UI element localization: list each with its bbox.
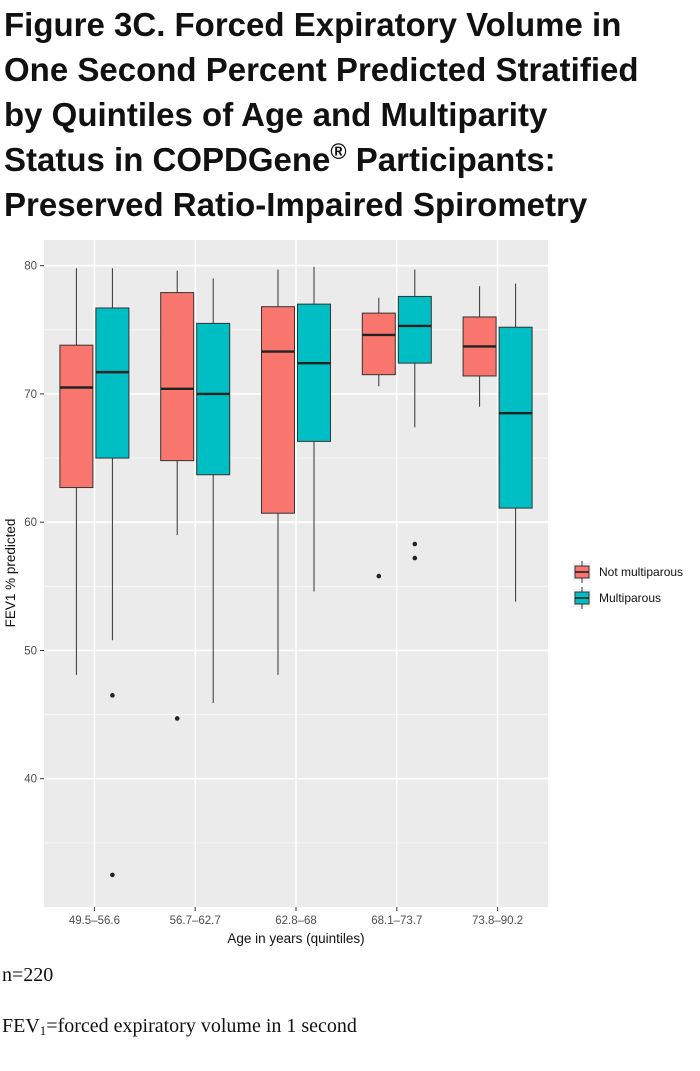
box-multiparous <box>498 283 533 602</box>
box-body <box>397 295 432 364</box>
legend-key-multiparous <box>573 587 591 609</box>
outlier-point <box>412 555 418 561</box>
registered-mark: ® <box>330 139 347 164</box>
box-multiparous <box>297 266 331 592</box>
y-axis-label: FEV1 % predicted <box>3 519 18 628</box>
outlier-point <box>174 716 180 721</box>
x-axis: 49.5–56.6 56.7–62.7 62.8–68 68.1–73.7 73.8–9… <box>69 907 523 927</box>
box-multiparous <box>95 268 130 878</box>
x-tick-label: 56.7–62.7 <box>170 915 221 927</box>
outlier-point <box>110 872 115 878</box>
box-body <box>261 306 295 514</box>
abbr-definition: =forced expiratory volume in 1 second <box>46 1015 357 1037</box>
box-body <box>498 326 533 509</box>
box-not-multiparous <box>462 286 497 407</box>
y-tick-label: 50 <box>24 645 37 657</box>
box-not-multiparous <box>160 270 195 721</box>
box-body <box>160 292 195 462</box>
outlier-point <box>376 573 382 579</box>
legend-label: Multiparous <box>599 591 661 605</box>
title-line-4-tail: Participants: <box>346 141 556 178</box>
abbreviation-note: FEV1=forced expiratory volume in 1 secon… <box>2 1015 357 1039</box>
boxes <box>59 266 533 878</box>
y-tick-label: 60 <box>24 517 37 529</box>
y-tick-label: 70 <box>24 389 37 401</box>
box-not-multiparous <box>261 269 295 675</box>
outlier-point <box>110 693 115 698</box>
title-line-1: Figure 3C. Forced Expiratory Volume in <box>4 6 622 43</box>
box-body <box>95 307 130 459</box>
box-not-multiparous <box>361 297 396 579</box>
title-line-4-text: Status in COPDGene <box>4 141 331 178</box>
box-multiparous <box>397 269 432 561</box>
title-line-4: Status in COPDGene® Participants: <box>4 137 696 182</box>
y-tick-label: 80 <box>24 261 37 273</box>
box-body <box>196 322 231 476</box>
sample-size-note: n=220 <box>2 964 54 986</box>
title-line-2: One Second Percent Predicted Stratified <box>4 51 639 88</box>
y-tick-label: 40 <box>24 774 37 786</box>
boxplot-chart: 40 50 60 70 80 49.5–56.6 56.7–62.7 62.8–68 68.1… <box>3 240 683 946</box>
box-not-multiparous <box>59 268 94 675</box>
x-tick-label: 73.8–90.2 <box>472 915 523 927</box>
x-tick-label: 68.1–73.7 <box>371 915 422 927</box>
title-line-3: by Quintiles of Age and Multiparity <box>4 96 548 133</box>
abbr-subscript: 1 <box>39 1023 47 1038</box>
box-body <box>59 344 94 489</box>
abbr-prefix: FEV <box>2 1015 40 1037</box>
x-tick-label: 49.5–56.6 <box>69 915 120 927</box>
outlier-point <box>412 541 418 547</box>
legend-key-not-multiparous <box>573 561 591 583</box>
box-multiparous <box>196 278 231 704</box>
x-tick-label: 62.8–68 <box>275 915 317 927</box>
title-line-5: Preserved Ratio-Impaired Spirometry <box>4 186 588 223</box>
y-axis: 40 50 60 70 80 <box>24 261 44 786</box>
figure-title: Figure 3C. Forced Expiratory Volume in O… <box>4 2 696 227</box>
box-body <box>297 303 331 442</box>
legend: Not multiparous Multiparous <box>573 561 683 609</box>
box-body <box>361 312 396 376</box>
legend-label: Not multiparous <box>599 565 683 579</box>
x-axis-label: Age in years (quintiles) <box>227 931 364 946</box>
